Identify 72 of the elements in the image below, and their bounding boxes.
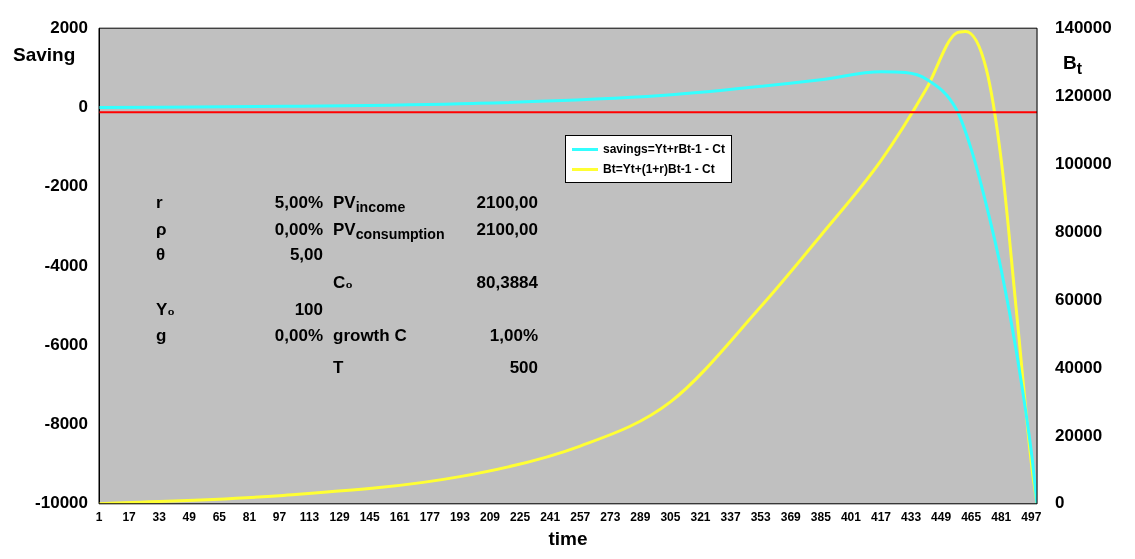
y-tick-label: -8000 <box>44 414 88 434</box>
annotation: g <box>156 326 167 346</box>
x-tick-label: 193 <box>449 510 471 525</box>
x-tick-label: 353 <box>750 510 772 525</box>
x-axis-title: time <box>548 527 588 549</box>
y-tick-label: -6000 <box>44 334 88 354</box>
x-tick-label: 337 <box>720 510 741 525</box>
annotation: r <box>156 193 163 213</box>
x-tick-label: 481 <box>991 510 1012 525</box>
annotation: T <box>333 358 344 378</box>
annotation: Y₀ <box>156 300 176 320</box>
x-tick-label: 273 <box>600 510 621 525</box>
annotation: 5,00% <box>274 193 323 213</box>
x-tick-label: 417 <box>870 510 892 525</box>
y-tick-label: -2000 <box>44 176 88 196</box>
x-tick-label: 257 <box>570 510 591 525</box>
y2-tick-label: 120000 <box>1055 85 1112 105</box>
legend-label: Bt=Yt+(1+r)Bt-1 - Ct <box>603 162 715 176</box>
x-tick-label: 145 <box>359 510 381 525</box>
x-tick-label: 241 <box>540 510 561 525</box>
annotation: ρ <box>156 220 167 240</box>
annotation: growth C <box>333 326 407 346</box>
x-tick-label: 369 <box>780 510 802 525</box>
y-tick-label: 0 <box>78 97 88 117</box>
y2-tick-label: 80000 <box>1055 221 1103 241</box>
annotation: 100 <box>294 300 323 320</box>
x-tick-label: 161 <box>389 510 411 525</box>
y2-tick-label: 140000 <box>1055 17 1112 37</box>
x-tick-label: 433 <box>901 510 922 525</box>
y2-tick-label: 60000 <box>1055 289 1103 309</box>
x-tick-label: 65 <box>212 510 227 525</box>
legend-label: savings=Yt+rBt-1 - Ct <box>603 142 726 156</box>
x-tick-label: 17 <box>122 510 137 525</box>
x-tick-label: 401 <box>840 510 862 525</box>
x-tick-label: 289 <box>630 510 651 525</box>
y-axis-title: Saving <box>13 44 76 66</box>
x-tick-label: 81 <box>242 510 257 525</box>
x-tick-label: 97 <box>272 510 287 525</box>
annotation: PV$_{consumption}$ <box>333 220 445 243</box>
x-tick-label: 129 <box>329 510 350 525</box>
y-tick-label: -4000 <box>44 255 88 275</box>
x-tick-label: 177 <box>419 510 441 525</box>
x-tick-label: 33 <box>152 510 167 525</box>
y-tick-label: -10000 <box>35 493 88 513</box>
y-tick-label: 2000 <box>50 17 88 37</box>
annotation: PV$_{income}$ <box>333 193 406 216</box>
x-tick-label: 465 <box>961 510 982 525</box>
y2-axis-title: B$_{t}$ <box>1063 52 1083 78</box>
x-tick-label: 497 <box>1021 510 1042 525</box>
x-tick-label: 113 <box>299 510 320 525</box>
x-tick-label: 225 <box>510 510 531 525</box>
y2-tick-label: 40000 <box>1055 357 1103 377</box>
x-tick-label: 209 <box>479 510 501 525</box>
y2-tick-label: 100000 <box>1055 153 1112 173</box>
annotation: 2100,00 <box>476 220 538 240</box>
annotation: 0,00% <box>274 326 323 346</box>
x-tick-label: 449 <box>931 510 952 525</box>
x-tick-label: 1 <box>95 510 103 525</box>
annotation: 5,00 <box>289 245 323 265</box>
annotation: 80,3884 <box>476 273 538 293</box>
annotation: θ <box>156 245 166 265</box>
annotation: 0,00% <box>274 220 323 240</box>
x-tick-label: 321 <box>690 510 711 525</box>
annotation: 2100,00 <box>476 193 538 213</box>
y2-tick-label: 0 <box>1055 493 1065 513</box>
x-tick-label: 49 <box>182 510 197 525</box>
annotation: 500 <box>509 358 538 378</box>
y2-tick-label: 20000 <box>1055 425 1103 445</box>
x-tick-label: 305 <box>660 510 681 525</box>
annotation: 1,00% <box>489 326 538 346</box>
x-tick-label: 385 <box>810 510 832 525</box>
annotation: C₀ <box>333 273 353 293</box>
